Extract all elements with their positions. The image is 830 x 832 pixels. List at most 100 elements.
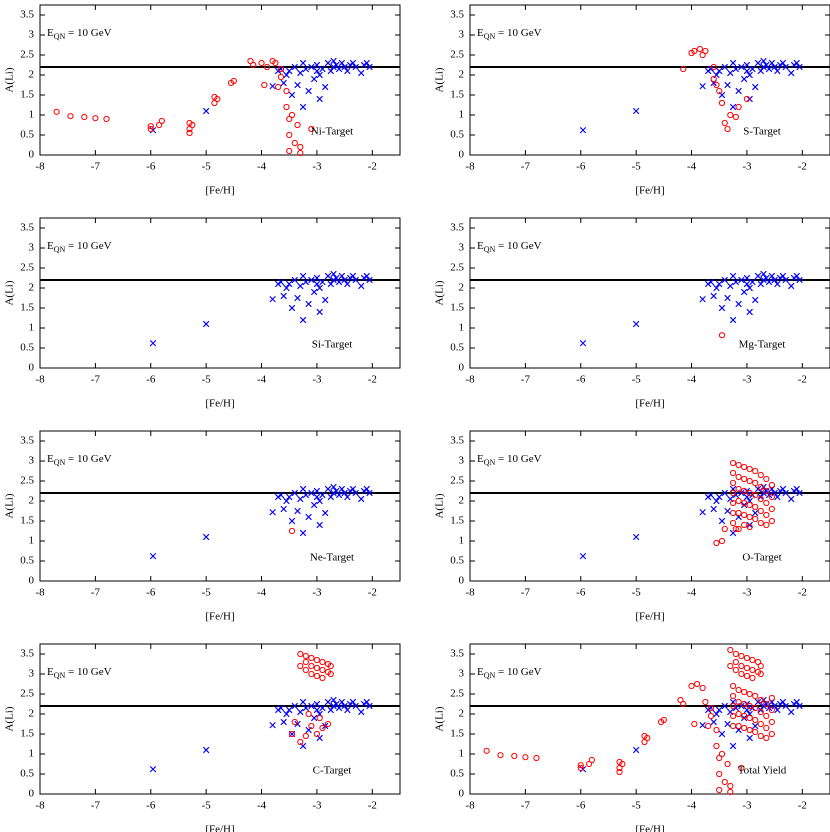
- point: [313, 700, 321, 708]
- point: [316, 497, 323, 505]
- point: [710, 718, 717, 726]
- point: [746, 501, 753, 509]
- point: [743, 654, 751, 662]
- point: [313, 656, 321, 664]
- point: [768, 59, 776, 67]
- y-tick-label: 0: [29, 788, 35, 800]
- y-tick-label: 1: [459, 748, 465, 760]
- annotation: EQN = 10 GeV: [47, 27, 112, 41]
- point: [308, 654, 315, 662]
- point: [319, 658, 326, 666]
- plot-frame: [469, 4, 830, 156]
- point: [294, 121, 301, 129]
- y-tick-label: 3.5: [20, 222, 34, 234]
- point: [616, 768, 623, 776]
- point: [286, 67, 293, 75]
- point: [793, 485, 800, 493]
- point: [324, 272, 332, 280]
- point: [774, 706, 781, 714]
- point: [735, 722, 742, 730]
- y-axis-label: A(Li): [434, 67, 446, 92]
- point: [299, 529, 307, 537]
- point: [729, 489, 737, 497]
- point: [189, 121, 196, 129]
- x-tick-label: -3: [742, 161, 752, 173]
- point: [316, 308, 323, 316]
- point: [740, 714, 748, 722]
- point: [327, 67, 334, 75]
- point: [746, 726, 753, 734]
- y-tick-label: 1: [459, 322, 465, 334]
- point: [716, 706, 723, 714]
- x-tick-label: -6: [576, 374, 586, 386]
- point: [757, 507, 764, 515]
- y-axis-label: A(Li): [434, 493, 446, 518]
- point: [211, 99, 218, 107]
- point: [313, 487, 321, 495]
- point: [341, 489, 348, 497]
- point: [261, 81, 268, 89]
- x-tick-label: -2: [798, 800, 807, 812]
- point: [291, 139, 298, 147]
- point: [754, 59, 762, 67]
- point: [724, 760, 731, 768]
- x-tick-label: -2: [798, 374, 807, 386]
- point: [349, 59, 357, 67]
- point: [277, 704, 285, 712]
- point: [299, 698, 307, 706]
- point: [319, 666, 326, 674]
- point: [333, 487, 340, 495]
- point: [774, 280, 781, 288]
- point: [308, 662, 315, 670]
- panel: -8 -7 -6 -5 -4 -3 -2 0 0.5 1 1.5 2 2.5 3 3.5 EQN = 10 G…: [4, 4, 401, 197]
- point: [324, 485, 332, 493]
- point: [335, 491, 343, 499]
- y-tick-label: 1.5: [450, 302, 464, 314]
- point: [363, 485, 370, 493]
- point: [757, 280, 764, 288]
- annotation-sub: QN: [54, 671, 66, 680]
- point: [324, 59, 332, 67]
- point: [291, 489, 298, 497]
- y-tick-label: 3.5: [20, 9, 34, 21]
- y-tick-label: 3: [29, 668, 35, 680]
- point: [746, 284, 753, 292]
- y-tick-label: 0: [29, 575, 35, 587]
- panel: -8 -7 -6 -5 -4 -3 -2 0 0.5 1 1.5 2 2.5 3 3.5 EQN = 10 G…: [434, 643, 830, 832]
- point: [297, 662, 304, 670]
- point: [308, 489, 315, 497]
- point: [741, 511, 748, 519]
- point: [324, 698, 332, 706]
- x-tick-label: -5: [202, 800, 212, 812]
- y-tick-label: 1.5: [20, 302, 34, 314]
- point: [280, 505, 287, 513]
- annotation: EQN = 10 GeV: [477, 27, 542, 41]
- x-tick-label: -3: [742, 587, 752, 599]
- panel-label: Ni-Target: [311, 126, 353, 138]
- point: [310, 714, 318, 722]
- annotation: EQN = 10 GeV: [477, 240, 542, 254]
- point: [729, 479, 737, 487]
- panel: -8 -7 -6 -5 -4 -3 -2 0 0.5 1 1.5 2 2.5 3 3.5 EQN = 10 G…: [434, 217, 830, 410]
- point: [644, 734, 651, 742]
- point: [688, 682, 695, 690]
- point: [275, 83, 282, 91]
- y-tick-label: 0.5: [450, 555, 464, 567]
- point: [716, 67, 723, 75]
- point: [313, 280, 321, 288]
- point: [316, 284, 323, 292]
- point: [147, 123, 154, 130]
- point: [305, 87, 312, 95]
- point: [186, 129, 193, 137]
- point: [288, 111, 296, 119]
- annotation: EQN = 10 GeV: [477, 453, 542, 467]
- point: [738, 670, 745, 678]
- x-axis-label: [Fe/H]: [635, 611, 664, 623]
- point: [283, 103, 290, 111]
- point: [754, 658, 762, 666]
- y-tick-label: 1.5: [450, 728, 464, 740]
- annotation-main: E: [477, 240, 484, 252]
- point: [741, 499, 748, 507]
- panel: -8 -7 -6 -5 -4 -3 -2 0 0.5 1 1.5 2 2.5 3 3.5 EQN = 10 G…: [434, 430, 830, 623]
